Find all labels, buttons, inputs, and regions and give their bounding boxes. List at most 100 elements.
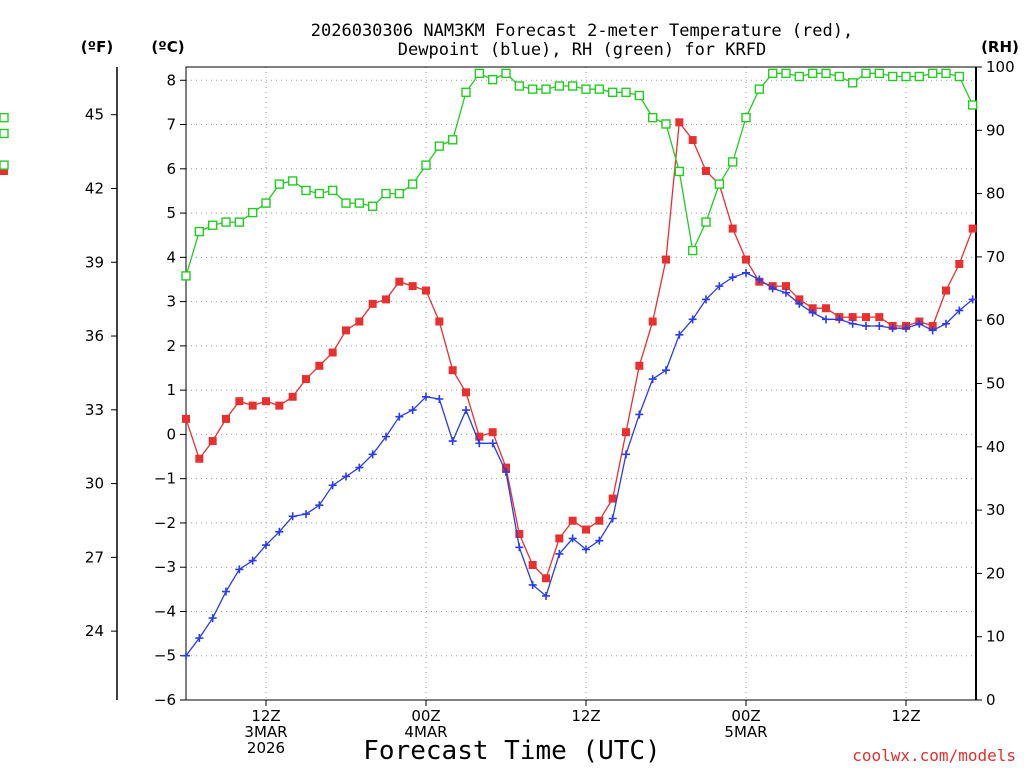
rh-point xyxy=(847,78,858,88)
dewpoint-c-point xyxy=(355,463,364,472)
dewpoint-c-point xyxy=(262,541,270,550)
dewpoint-c-point xyxy=(755,275,764,284)
temperature-c-point xyxy=(262,397,270,406)
rh-point xyxy=(954,71,965,82)
rh-point xyxy=(594,84,605,94)
dewpoint-c-point xyxy=(715,282,724,291)
dewpoint-c-point xyxy=(315,501,324,510)
fahrenheit-tick-label: 33 xyxy=(85,401,104,419)
plot-frame xyxy=(185,66,977,701)
rh-tick-label: 60 xyxy=(986,311,1005,329)
dewpoint-c-point xyxy=(702,295,710,304)
celsius-tick-label: −3 xyxy=(154,558,176,576)
time-tick-label: 2026 xyxy=(247,739,285,757)
time-tick-label: 12Z xyxy=(251,707,280,725)
rh-point xyxy=(807,68,818,79)
fahrenheit-tick-label: 30 xyxy=(85,475,104,493)
temperature-c-point xyxy=(475,432,484,441)
rh-tick-label: 0 xyxy=(986,691,996,709)
temperature-c-point xyxy=(822,304,830,313)
celsius-tick-label: −1 xyxy=(154,470,176,488)
temperature-c-point xyxy=(502,463,510,472)
dewpoint-c-point xyxy=(635,410,644,419)
temperature-c-point xyxy=(355,317,364,326)
dewpoint-c-point xyxy=(395,412,404,421)
temperature-c-point xyxy=(208,437,217,446)
chart-title-line2: Dewpoint (blue), RH (green) for KRFD xyxy=(398,40,766,60)
dewpoint-c-point xyxy=(688,315,697,324)
x-axis-label: Forecast Time (UTC) xyxy=(363,736,660,766)
dewpoint-c-point xyxy=(475,439,484,448)
celsius-tick-label: 8 xyxy=(166,71,176,89)
temperature-c-point xyxy=(488,428,497,437)
rh-point xyxy=(261,198,271,208)
rh-point xyxy=(581,84,591,94)
rh-point xyxy=(461,87,471,98)
rh-point xyxy=(274,179,285,189)
dewpoint-c-point xyxy=(582,545,590,554)
temperature-c-point xyxy=(342,326,350,335)
dewpoint-c-point xyxy=(342,472,350,481)
temperature-c-point xyxy=(235,397,244,406)
dewpoint-c-point xyxy=(822,315,830,324)
dewpoint-c-point xyxy=(622,450,630,459)
rh-point xyxy=(0,160,9,170)
fahrenheit-unit-label: (ºF) xyxy=(81,38,113,56)
dewpoint-c-point xyxy=(942,319,950,328)
rh-point xyxy=(634,90,645,101)
celsius-tick-label: −4 xyxy=(154,602,176,620)
temperature-c-point xyxy=(368,299,377,308)
temperature-c-point xyxy=(635,361,644,370)
rh-point xyxy=(314,188,325,199)
rh-point xyxy=(727,157,738,167)
rh-point xyxy=(821,68,831,79)
celsius-tick-label: 5 xyxy=(166,204,176,222)
rh-tick-label: 10 xyxy=(986,628,1005,646)
dewpoint-c-point xyxy=(848,319,857,328)
time-tick-label: 3MAR xyxy=(244,723,287,741)
rh-point xyxy=(674,166,685,177)
rh-point xyxy=(301,185,311,196)
dewpoint-c-point xyxy=(968,295,977,304)
rh-point xyxy=(527,84,538,94)
dewpoint-c-point xyxy=(928,326,937,335)
time-tick-label: 4MAR xyxy=(404,723,447,741)
rh-point xyxy=(381,188,391,199)
rh-point xyxy=(914,71,925,82)
rh-point xyxy=(474,68,485,79)
temperature-c-point xyxy=(728,224,737,233)
rh-point xyxy=(487,74,498,85)
celsius-tick-label: −5 xyxy=(154,647,176,665)
temperature-c-point xyxy=(515,530,524,539)
temperature-c-point xyxy=(622,428,630,437)
temperature-c-point xyxy=(848,313,857,322)
dewpoint-c-point xyxy=(608,514,617,523)
temperature-c-point xyxy=(328,348,337,357)
fahrenheit-tick-label: 36 xyxy=(85,327,104,345)
temperature-c-point xyxy=(0,167,8,176)
dewpoint-c-point xyxy=(222,587,230,596)
rh-tick-label: 70 xyxy=(986,248,1005,266)
dewpoint-c-point xyxy=(902,324,910,333)
dewpoint-c-point xyxy=(328,481,337,490)
time-tick-label: 00Z xyxy=(731,707,760,725)
temperature-c-point xyxy=(795,295,804,304)
dewpoint-c-point xyxy=(182,651,190,660)
rh-point xyxy=(901,71,911,82)
fahrenheit-tick-label: 24 xyxy=(85,622,104,640)
rh-point xyxy=(354,198,365,208)
dewpoint-c-point xyxy=(782,288,790,297)
dewpoint-c-point xyxy=(888,324,897,333)
temperature-c-point xyxy=(422,286,430,295)
dewpoint-c-point xyxy=(675,330,684,339)
temperature-c-point xyxy=(315,361,324,370)
temperature-c-point xyxy=(782,282,790,291)
dewpoint-c-point xyxy=(368,450,377,459)
temperature-c-point xyxy=(808,304,817,313)
temperature-c-point xyxy=(382,295,390,304)
dewpoint-c-point xyxy=(568,534,577,543)
temperature-c-point xyxy=(288,392,297,401)
dewpoint-c-point xyxy=(208,614,217,623)
rh-point xyxy=(514,81,525,91)
